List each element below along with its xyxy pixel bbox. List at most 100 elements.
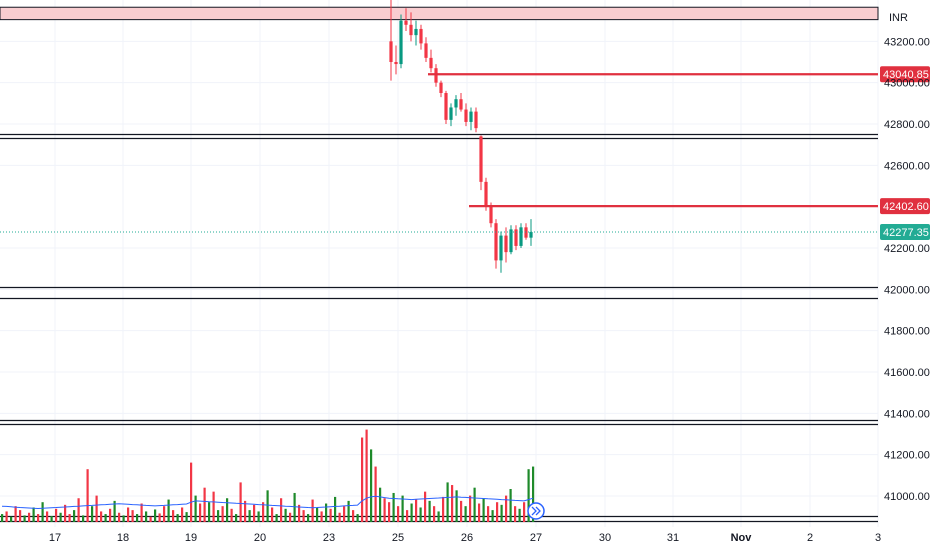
candle-body — [494, 223, 498, 261]
volume-bar — [221, 506, 224, 522]
volume-ma-line — [1, 495, 534, 510]
resistance-price-tag — [880, 198, 930, 215]
candle-body — [429, 57, 433, 69]
price-tick-label: 42000.00 — [884, 284, 930, 296]
scroll-to-realtime-button[interactable] — [527, 502, 545, 520]
price-tick-label: 41200.00 — [884, 450, 930, 462]
volume-bar — [518, 508, 521, 522]
price-tick-label: 41400.00 — [884, 408, 930, 420]
volume-bar — [392, 492, 395, 522]
volume-bar — [167, 499, 170, 522]
current-price-line: 42277.35 — [0, 224, 930, 241]
volume-bar — [104, 514, 107, 522]
volume-bar — [55, 508, 58, 522]
current-price-tag — [880, 224, 930, 241]
volume-bar — [370, 449, 373, 522]
date-tick-label: 27 — [530, 532, 542, 544]
volume-bar — [253, 504, 256, 522]
candle-body — [479, 136, 483, 182]
volume-bar — [302, 510, 305, 522]
volume-bar — [73, 510, 76, 522]
candle-body — [424, 43, 428, 58]
price-tick-label: 42800.00 — [884, 119, 930, 131]
volume-bar — [257, 511, 260, 522]
date-tick-label: 2 — [807, 532, 813, 544]
volume-bar — [365, 429, 368, 522]
volume-bar — [379, 487, 382, 522]
volume-bar — [91, 506, 94, 522]
volume-bar — [289, 512, 292, 522]
price-axis[interactable]: 43200.00 43000.00 42800.00 42600.00 42200.00… — [884, 36, 930, 503]
candle-body — [499, 235, 503, 261]
resistance-price-label: 42402.60 — [883, 201, 929, 213]
candles — [389, 0, 533, 273]
volume-bar — [496, 502, 499, 522]
resistance-zone — [0, 6, 879, 21]
volume-bar — [455, 490, 458, 522]
volume-bar — [325, 503, 328, 522]
volume-bar — [194, 495, 197, 522]
volume-bar — [14, 506, 17, 522]
volume-bar — [172, 510, 175, 522]
volume-bar — [68, 514, 71, 522]
currency-label-bg — [880, 6, 930, 26]
candle-body — [454, 99, 458, 108]
time-axis[interactable]: 17 18 19 20 23 25 26 27 30 31 Nov 2 3 — [49, 532, 881, 544]
volume-bar — [307, 514, 310, 522]
volume-bar — [217, 510, 220, 522]
volume-bar — [100, 511, 103, 522]
volume-bar — [50, 516, 53, 522]
zone-rect — [0, 6, 879, 21]
date-tick-label: 20 — [254, 532, 266, 544]
date-tick-label: 3 — [875, 532, 881, 544]
volume-bar — [244, 500, 247, 522]
price-tick-label: 41800.00 — [884, 326, 930, 338]
candle-body — [419, 28, 423, 44]
date-tick-label: 17 — [49, 532, 61, 544]
volume-bar — [514, 506, 517, 522]
volume-bar — [419, 507, 422, 522]
candle-body — [399, 20, 403, 65]
candle-body — [389, 41, 393, 62]
candle-body — [514, 229, 518, 246]
date-tick-label: 23 — [323, 532, 335, 544]
volume-bar — [446, 482, 449, 522]
candle-body — [469, 111, 473, 122]
date-tick-label: 30 — [599, 532, 611, 544]
price-tick-label: 41000.00 — [884, 491, 930, 503]
price-tick-label: 42600.00 — [884, 160, 930, 172]
volume-bar — [388, 502, 391, 522]
volume-bar — [77, 498, 80, 522]
volume-bar — [235, 514, 238, 522]
volume-bar — [248, 510, 251, 522]
volume-bar — [523, 502, 526, 522]
volume-bar — [32, 507, 35, 522]
volume-bar — [185, 512, 188, 522]
volume-bar — [343, 506, 346, 522]
volume-bar — [176, 514, 179, 522]
volume-bar — [509, 489, 512, 522]
volume-bar — [374, 466, 377, 522]
price-tick-label: 43000.00 — [884, 78, 930, 90]
date-tick-label: 25 — [392, 532, 404, 544]
volume-bar — [230, 508, 233, 522]
volume-bar — [131, 510, 134, 522]
candle-body — [394, 62, 398, 65]
volume-bar — [82, 515, 85, 522]
volume-bar — [451, 485, 454, 522]
candle-body — [434, 68, 438, 83]
volume-bar — [212, 491, 215, 522]
volume-bar — [46, 511, 49, 522]
volume-bar — [199, 503, 202, 522]
candle-body — [529, 232, 533, 238]
volume-bar — [5, 511, 8, 522]
currency-label-group: INR — [880, 6, 930, 26]
volume-bar — [41, 502, 44, 522]
resistance-price-label: 43040.85 — [883, 69, 929, 81]
volume-bar — [239, 482, 242, 522]
volume-bar — [334, 496, 337, 522]
volume-bar — [478, 503, 481, 522]
candle-body — [459, 99, 463, 110]
